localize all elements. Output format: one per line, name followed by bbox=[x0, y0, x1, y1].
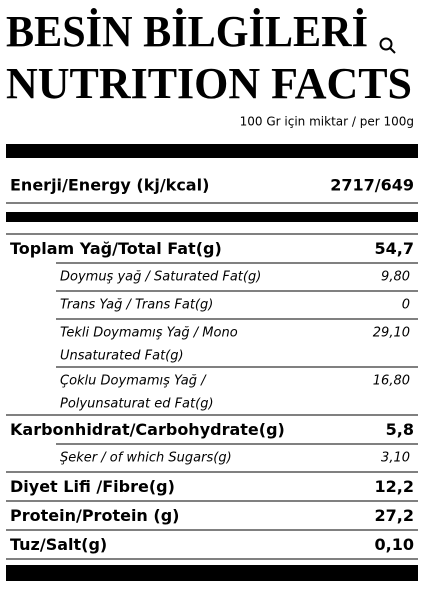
thick-rule bbox=[6, 565, 418, 581]
row-value: 5,8 bbox=[386, 420, 414, 439]
subrow-label: Şeker / of which Sugars(g) bbox=[60, 451, 232, 466]
row-value: 0,10 bbox=[375, 535, 414, 554]
row-value: 54,7 bbox=[375, 239, 414, 258]
zoom-icon[interactable] bbox=[379, 37, 396, 54]
subrow-label: Polyunsaturat ed Fat(g) bbox=[60, 397, 214, 412]
thick-rule bbox=[6, 212, 418, 222]
row-label: Toplam Yağ/Total Fat(g) bbox=[10, 239, 222, 258]
subrow-value: 16,80 bbox=[373, 374, 410, 389]
subrow-label: Çoklu Doymamış Yağ / bbox=[60, 374, 207, 389]
subrow-label: Unsaturated Fat(g) bbox=[60, 349, 184, 364]
row-value: 27,2 bbox=[375, 506, 414, 525]
row-label: Karbonhidrat/Carbohydrate(g) bbox=[10, 420, 285, 439]
zoom-handle bbox=[389, 47, 396, 54]
energy-label: Enerji/Energy (kj/kcal) bbox=[10, 176, 209, 195]
row-label: Diyet Lifi /Fibre(g) bbox=[10, 477, 175, 496]
title-en: NUTRITION FACTS bbox=[6, 59, 412, 108]
row-value: 12,2 bbox=[375, 477, 414, 496]
row-label: Tuz/Salt(g) bbox=[10, 535, 107, 554]
subrow-label: Tekli Doymamış Yağ / Mono bbox=[60, 326, 238, 341]
subrow-label: Doymuş yağ / Saturated Fat(g) bbox=[60, 270, 261, 285]
subrow-label: Trans Yağ / Trans Fat(g) bbox=[60, 298, 213, 313]
energy-value: 2717/649 bbox=[330, 176, 414, 195]
zoom-lens bbox=[379, 37, 393, 51]
thick-rule bbox=[6, 144, 418, 158]
subrow-value: 0 bbox=[402, 298, 410, 313]
subrow-value: 29,10 bbox=[373, 326, 410, 341]
subtitle: 100 Gr için miktar / per 100g bbox=[240, 115, 414, 129]
subrow-value: 9,80 bbox=[381, 270, 410, 285]
row-label: Protein/Protein (g) bbox=[10, 506, 179, 525]
subrow-value: 3,10 bbox=[381, 451, 410, 466]
title-tr: BESİN BİLGİLERİ bbox=[6, 7, 368, 56]
